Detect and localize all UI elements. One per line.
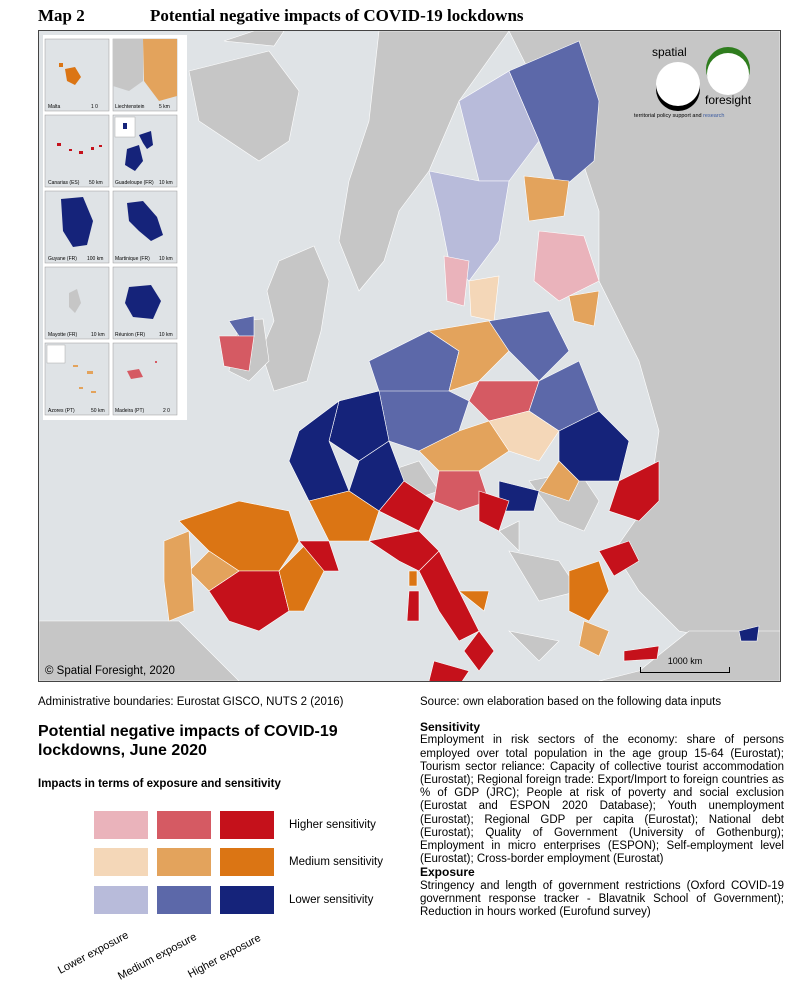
legend-box-lower-sens-lower-exp — [94, 886, 148, 914]
svg-text:1 0: 1 0 — [91, 104, 98, 110]
svg-text:Malta: Malta — [48, 104, 60, 110]
legend-column: Administrative boundaries: Eurostat GISC… — [38, 696, 408, 790]
sensitivity-text: Employment in risk sectors of the econom… — [420, 734, 784, 866]
svg-text:Madeira (PT): Madeira (PT) — [115, 408, 145, 414]
svg-text:10 km: 10 km — [159, 332, 173, 338]
legend-box-lower-sens-medium-exp — [157, 886, 211, 914]
copyright-text: © Spatial Foresight, 2020 — [45, 665, 175, 677]
svg-text:10 km: 10 km — [91, 332, 105, 338]
inset-panels: Malta 1 0 Liechtenstein 5 km Canarias (ES)… — [43, 35, 187, 420]
scale-bar-label: 1000 km — [667, 656, 703, 666]
admin-boundaries-note: Administrative boundaries: Eurostat GISC… — [38, 696, 344, 708]
exposure-text: Stringency and length of government rest… — [420, 879, 784, 919]
legend-subtitle: Impacts in terms of exposure and sensiti… — [38, 778, 281, 790]
legend-box-higher-sens-lower-exp — [94, 811, 148, 839]
spatial-foresight-logo: spatial foresight territorial policy sup… — [634, 39, 770, 124]
europe-map: Malta 1 0 Liechtenstein 5 km Canarias (ES)… — [39, 31, 780, 681]
svg-text:50 km: 50 km — [89, 180, 103, 186]
southeast-regions — [478, 490, 760, 662]
logo-tagline: territorial policy support and research — [634, 113, 725, 119]
exposure-heading: Exposure — [420, 865, 475, 880]
map-frame: Malta 1 0 Liechtenstein 5 km Canarias (ES)… — [38, 30, 781, 682]
legend-title: Potential negative impacts of COVID-19 l… — [38, 723, 338, 759]
legend-box-medium-sens-lower-exp — [94, 848, 148, 876]
legend-row-lower-sensitivity: Lower sensitivity — [289, 894, 374, 906]
svg-text:100 km: 100 km — [87, 256, 103, 262]
svg-text:Mayotte (FR): Mayotte (FR) — [48, 332, 78, 338]
svg-text:5 km: 5 km — [159, 104, 170, 110]
scale-bar: 1000 km — [640, 656, 730, 673]
map-heading: Map 2 Potential negative impacts of COVID… — [38, 6, 524, 26]
source-intro: Source: own elaboration based on the fol… — [420, 696, 722, 708]
non-eu-land — [39, 31, 780, 681]
svg-text:Guadeloupe (FR): Guadeloupe (FR) — [115, 180, 154, 186]
svg-text:Canarias (ES): Canarias (ES) — [48, 180, 80, 186]
map-number: Map 2 — [38, 6, 85, 25]
legend-box-higher-sens-medium-exp — [157, 811, 211, 839]
legend-box-medium-sens-medium-exp — [157, 848, 211, 876]
svg-text:Azores (PT): Azores (PT) — [48, 408, 75, 414]
svg-text:Martinique (FR): Martinique (FR) — [115, 256, 150, 262]
svg-text:Réunion (FR): Réunion (FR) — [115, 332, 145, 338]
iberia-regions — [163, 500, 340, 632]
legend-box-medium-sens-higher-exp — [220, 848, 274, 876]
source-column: Source: own elaboration based on the fol… — [420, 696, 784, 919]
svg-text:Liechtenstein: Liechtenstein — [115, 104, 145, 110]
legend-box-lower-sens-higher-exp — [220, 886, 274, 914]
sensitivity-heading: Sensitivity — [420, 720, 481, 735]
svg-text:50 km: 50 km — [91, 408, 105, 414]
svg-text:2 0: 2 0 — [163, 408, 170, 414]
map-title: Potential negative impacts of COVID-19 l… — [150, 6, 524, 25]
svg-text:10 km: 10 km — [159, 180, 173, 186]
italy-regions — [368, 530, 495, 681]
legend-row-higher-sensitivity: Higher sensitivity — [289, 819, 376, 831]
logo-word-bottom: foresight — [705, 93, 752, 107]
continental-regions — [288, 310, 660, 542]
legend-row-medium-sensitivity: Medium sensitivity — [289, 856, 383, 868]
logo-word-top: spatial — [652, 45, 687, 59]
svg-text:Guyane (FR): Guyane (FR) — [48, 256, 77, 262]
legend-box-higher-sens-higher-exp — [220, 811, 274, 839]
nordic-regions — [428, 40, 600, 327]
svg-text:10 km: 10 km — [159, 256, 173, 262]
